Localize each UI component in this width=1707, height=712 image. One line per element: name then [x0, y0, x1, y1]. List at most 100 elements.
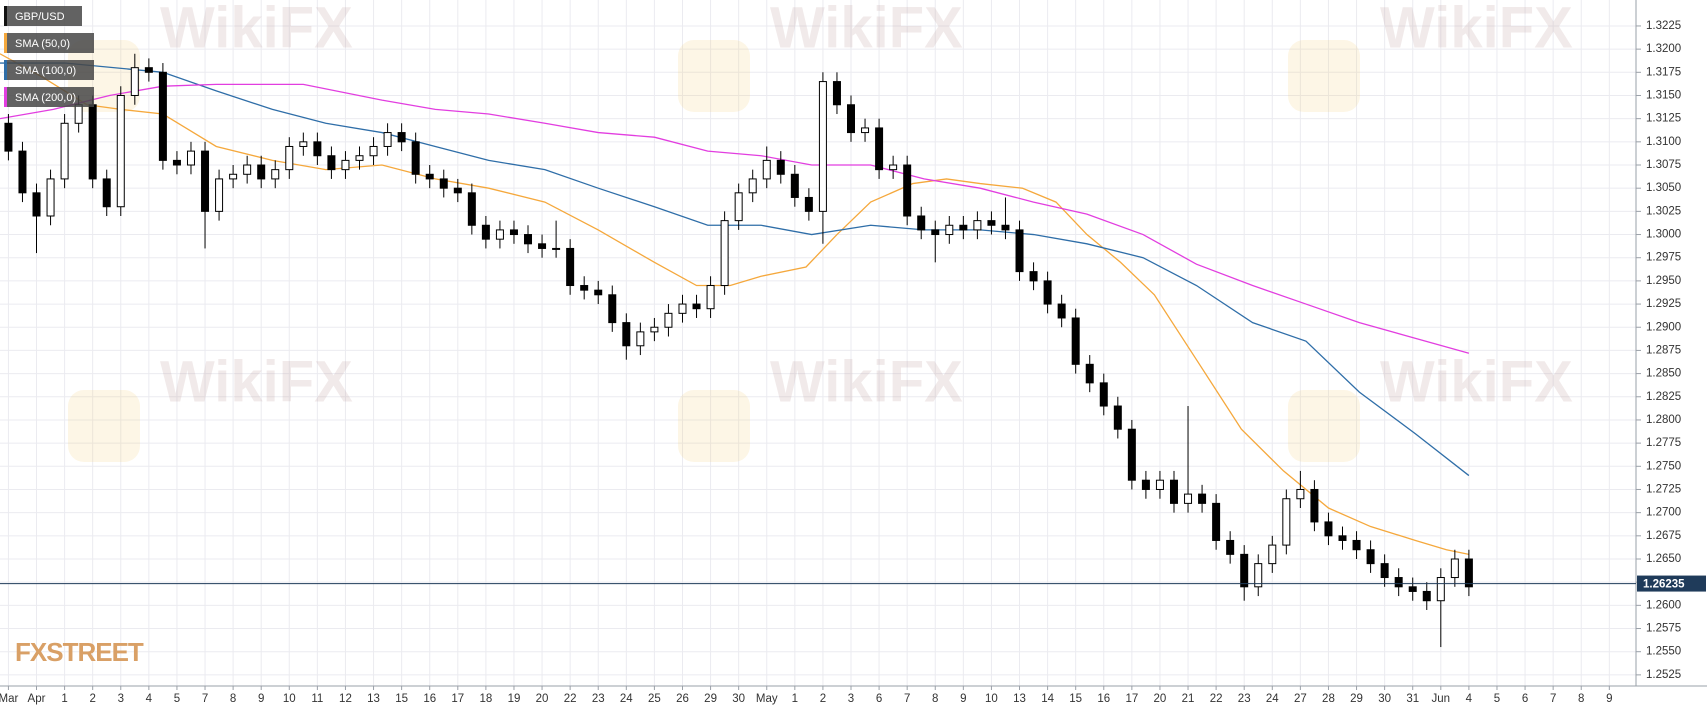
x-tick-label: 8	[230, 693, 236, 705]
y-tick-label: 1.3025	[1646, 205, 1681, 217]
candle-body	[257, 164, 266, 180]
x-tick-label: Apr	[28, 693, 46, 705]
candle-body	[1057, 303, 1066, 319]
x-tick-label: 1	[61, 693, 67, 705]
candle-body	[790, 173, 799, 198]
candle-body	[1324, 521, 1333, 537]
candle-body	[594, 289, 603, 296]
candle-body	[467, 192, 476, 226]
y-tick-label: 1.2550	[1646, 646, 1681, 658]
legend-label: GBP/USD	[15, 11, 65, 23]
candle-body	[818, 81, 827, 212]
x-tick-label: 11	[311, 693, 323, 705]
candle-body	[88, 104, 97, 180]
candle-body	[734, 192, 743, 222]
y-tick-label: 1.2800	[1646, 414, 1681, 426]
candle-body	[509, 229, 518, 236]
x-tick-label: 30	[732, 693, 745, 705]
y-tick-label: 1.3075	[1646, 159, 1681, 171]
candle-body	[524, 234, 533, 245]
x-tick-label: 7	[202, 693, 208, 705]
candle-body	[60, 122, 69, 180]
y-tick-label: 1.2700	[1646, 507, 1681, 519]
candle-body	[1310, 488, 1319, 523]
x-tick-label: 23	[1238, 693, 1251, 705]
sma-line	[0, 53, 1470, 555]
candle-body	[172, 159, 181, 166]
x-tick-label: 25	[648, 693, 661, 705]
candle-body	[608, 294, 617, 324]
x-tick-label: 7	[904, 693, 910, 705]
candle-body	[566, 247, 575, 287]
watermark: WikiFX	[160, 0, 353, 60]
y-tick-label: 1.3050	[1646, 182, 1681, 194]
candle-body	[748, 178, 757, 194]
candle-body	[678, 303, 687, 314]
x-tick-label: 15	[1069, 693, 1082, 705]
x-tick-label: 22	[564, 693, 577, 705]
candle-body	[369, 145, 378, 157]
candle-body	[720, 220, 729, 287]
candle-body	[186, 150, 195, 166]
x-tick-label: 8	[1578, 693, 1584, 705]
x-tick-label: 13	[367, 693, 380, 705]
candle-body	[987, 220, 996, 226]
candle-body	[945, 224, 954, 236]
candle-body	[1450, 558, 1459, 579]
candle-body	[552, 247, 561, 250]
candle-body	[636, 331, 645, 347]
candle-body	[903, 164, 912, 217]
x-tick-label: 30	[1378, 693, 1391, 705]
logo: FXSTREET	[15, 637, 144, 667]
x-tick-label: 8	[932, 693, 938, 705]
x-tick-label: 5	[174, 693, 180, 705]
legend-box	[4, 6, 82, 26]
legend-label: SMA (100,0)	[15, 65, 76, 77]
candle-body	[1240, 553, 1249, 588]
candle-body	[959, 224, 968, 231]
legend-swatch	[4, 6, 7, 26]
x-tick-label: 4	[146, 693, 153, 705]
candle-body	[32, 192, 41, 217]
legend-swatch	[4, 60, 7, 80]
candle-body	[1226, 539, 1235, 555]
x-tick-label: 24	[620, 693, 633, 705]
x-tick-label: Mar	[0, 693, 18, 705]
candle-body	[495, 229, 504, 240]
x-tick-label: 21	[1182, 693, 1195, 705]
legend-label: SMA (200,0)	[15, 92, 76, 104]
x-tick-label: 6	[1522, 693, 1528, 705]
candle-body	[706, 285, 715, 310]
x-tick-label: 23	[592, 693, 605, 705]
candle-body	[1394, 577, 1403, 588]
x-tick-label: 6	[876, 693, 882, 705]
candle-body	[931, 229, 940, 236]
x-tick-label: 12	[339, 693, 352, 705]
sma-line	[0, 83, 1470, 354]
marks	[0, 53, 1473, 648]
x-tick-label: 16	[423, 693, 436, 705]
candle-body	[1029, 271, 1038, 282]
y-tick-label: 1.3100	[1646, 136, 1681, 148]
candle-body	[1184, 493, 1193, 504]
x-tick-label: 1	[792, 693, 798, 705]
candle-body	[243, 164, 252, 175]
x-tick-label: 15	[395, 693, 408, 705]
candle-body	[538, 243, 547, 249]
watermark: WikiFX	[1380, 349, 1573, 414]
y-tick-label: 1.2975	[1646, 252, 1681, 264]
candle-body	[144, 67, 153, 73]
candle-body	[102, 178, 111, 208]
y-tick-label: 1.2525	[1646, 669, 1681, 681]
candle-body	[46, 178, 55, 217]
x-tick-label: 3	[118, 693, 124, 705]
y-tick-label: 1.2775	[1646, 437, 1681, 449]
watermark-logo	[68, 390, 140, 462]
candle-body	[1408, 586, 1417, 592]
candle-body	[158, 71, 167, 161]
watermark: WikiFX	[1380, 0, 1573, 60]
watermark-logo	[678, 390, 750, 462]
candle-body	[383, 132, 392, 147]
candle-body	[229, 173, 238, 180]
